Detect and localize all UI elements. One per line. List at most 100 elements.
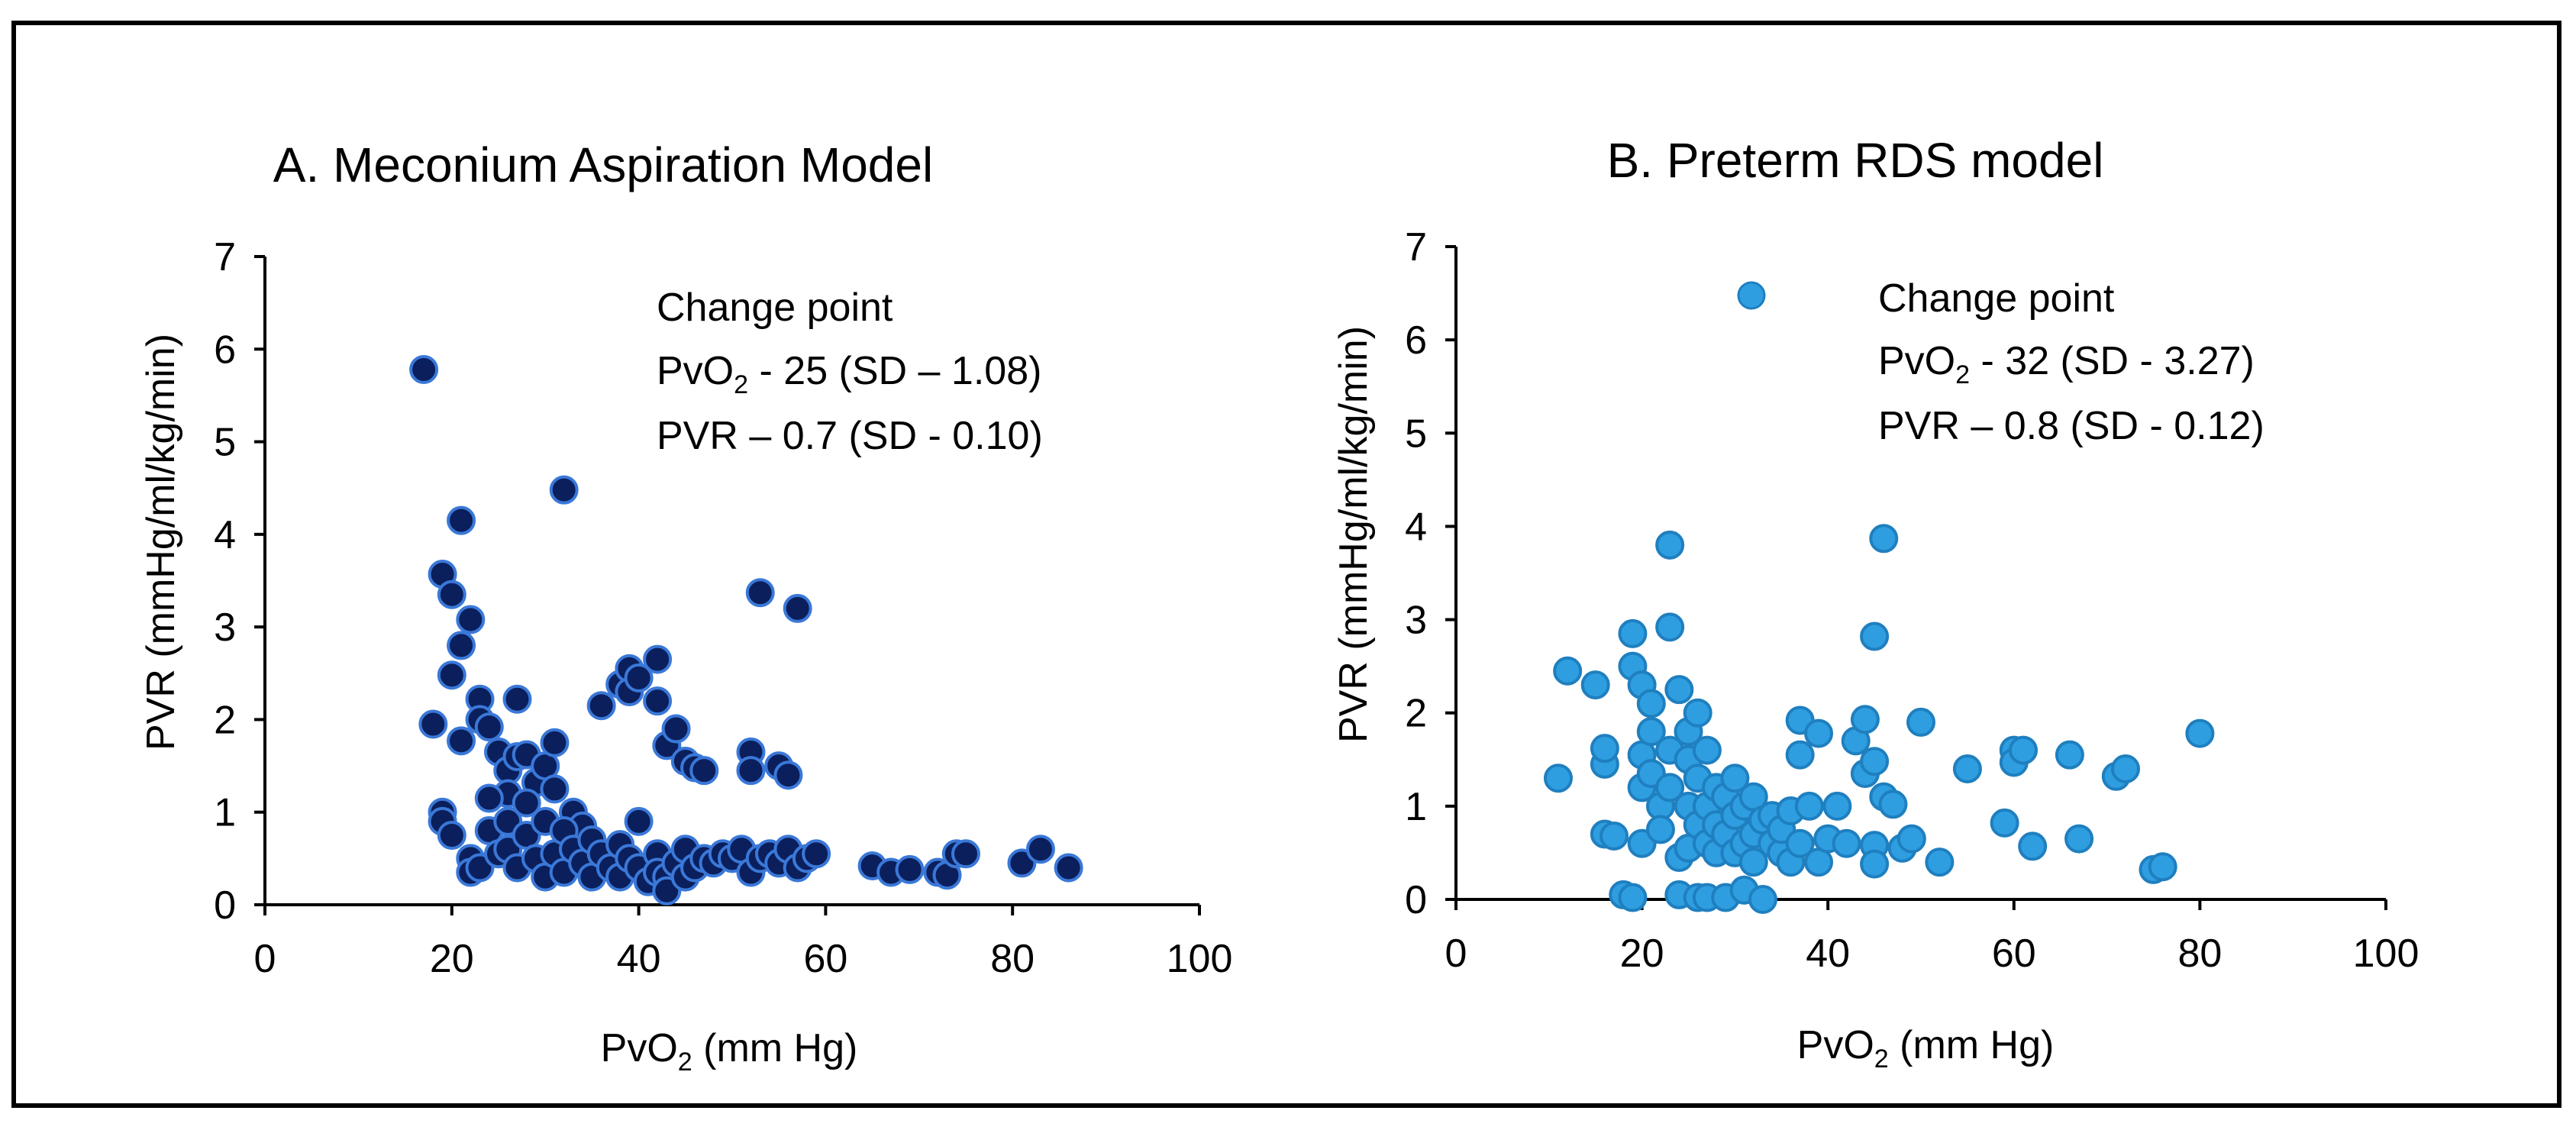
panel-a-annotation-pvo: PvO (657, 349, 734, 393)
panel-b-data-point (2148, 852, 2177, 882)
panel-b-x-label-sub: 2 (1874, 1044, 1889, 1074)
panel-a-data-point (661, 714, 691, 744)
panel-b-annotation-sub: 2 (1955, 360, 1970, 389)
panel-a-y-tick-label: 7 (214, 235, 236, 279)
panel-a-y-tick-label: 0 (214, 883, 236, 928)
panel-b-y-tick-label: 6 (1405, 318, 1427, 363)
panel-b-x-tick-label: 40 (1806, 931, 1850, 976)
panel-b-data-point (1636, 689, 1666, 718)
panel-a-data-point (540, 774, 570, 804)
panel-a-data-point (437, 821, 466, 851)
panel-b-data-point (1990, 808, 2019, 838)
panel-a-data-point (409, 354, 439, 384)
panel-a-data-point (895, 854, 925, 884)
panel-b-x-tick-label: 100 (2353, 931, 2419, 976)
panel-a-annotation-value: - 25 (SD – 1.08) (748, 349, 1041, 393)
panel-b-data-point (1878, 789, 1908, 819)
panel-b-data-point (1692, 735, 1722, 765)
panel-a-data-point (447, 631, 476, 660)
panel-b-data-point (1869, 524, 1899, 554)
panel-a-x-tick-label: 40 (617, 937, 661, 981)
panel-a-x-label-sub: 2 (678, 1048, 692, 1077)
panel-a-data-point (437, 660, 466, 690)
panel-b-data-point (1655, 612, 1685, 642)
panel-a-data-point (773, 760, 803, 790)
panel-b-legend-marker (1737, 281, 1766, 310)
panel-b-plot: 0 20 40 60 80 100 0 1 2 3 4 5 6 7 (1405, 225, 2419, 976)
panel-a-y-label: PVR (mmHg/ml/kg/min) (139, 334, 183, 751)
panel-a-data-point (447, 726, 476, 756)
panel-b-data-point (1860, 849, 1890, 879)
panel-b-annotation: Change point PvO2 - 32 (SD - 3.27) PVR –… (1737, 276, 2264, 448)
panel-b-y-tick-label: 0 (1405, 878, 1427, 922)
panel-b-data-point (1822, 791, 1852, 821)
panel-b-x-label-rest: (mm Hg) (1889, 1023, 2055, 1067)
panel-a-data-point (745, 578, 775, 608)
panel-b-x-label-main: PvO (1797, 1023, 1874, 1067)
panel-a-data-point (624, 663, 654, 693)
panel-b-data-point (1896, 824, 1926, 854)
panel-b-data-point (2064, 824, 2094, 854)
panel-a-x-tick-label: 60 (803, 937, 847, 981)
panel-a-x-tick-label: 0 (254, 937, 276, 981)
panel-a-x-label: PvO2 (mm Hg) (601, 1026, 858, 1077)
panel-b-y-tick-label: 5 (1405, 412, 1427, 456)
panel-b-data-point (2185, 718, 2215, 748)
panel-b-data-point (1860, 747, 1890, 776)
panel-a-data-point (418, 709, 448, 739)
panel-a-x-tick-label: 20 (430, 937, 474, 981)
panel-b-data-point (1543, 764, 1573, 793)
panel-a-data-point (951, 839, 980, 869)
panel-a-annotation-line1: Change point (657, 286, 893, 330)
panel-b-data-point (1655, 530, 1685, 560)
panel-a-meconium: A. Meconium Aspiration Model Change poin… (139, 137, 1232, 1077)
panel-a-plot: 0 20 40 60 80 100 0 1 2 3 4 5 6 7 (214, 235, 1232, 981)
panel-b-title: B. Preterm RDS model (1607, 133, 2104, 188)
panel-b-data-point (1906, 707, 1935, 737)
panel-b-data-point (1850, 705, 1880, 734)
panel-b-data-point (1580, 670, 1610, 700)
panel-b-y-tick-label: 4 (1405, 505, 1427, 549)
panel-b-annotation-pvo: PvO (1878, 339, 1955, 383)
panel-a-y-tick-label: 6 (214, 328, 236, 372)
panel-b-data-point (1553, 656, 1583, 686)
panel-b-data-point (1636, 717, 1666, 747)
panel-a-title: A. Meconium Aspiration Model (273, 137, 933, 192)
panel-a-data-point (447, 505, 476, 535)
panel-a-x-label-main: PvO (601, 1026, 678, 1070)
panel-b-data-point (1645, 815, 1675, 844)
panel-b-data-point (1748, 885, 1777, 914)
panel-a-x-label-rest: (mm Hg) (692, 1026, 858, 1070)
panel-b-data-point (1860, 622, 1890, 651)
panel-a-data-point (624, 806, 654, 836)
panel-a-data-point (456, 605, 486, 634)
panel-b-y-tick-label: 2 (1405, 692, 1427, 736)
panel-a-data-point (1025, 835, 1055, 864)
panel-a-data-point (643, 644, 673, 674)
panel-a-annotation: Change point PvO2 - 25 (SD – 1.08) PVR –… (657, 286, 1043, 458)
panel-b-data-point (1925, 848, 1955, 877)
panel-a-data-point (1054, 853, 1083, 883)
panel-b-annotation-line1: Change point (1878, 276, 2115, 321)
panel-b-data-point (1600, 821, 1629, 851)
panel-a-data-point (502, 684, 532, 714)
panel-b-data-point (1832, 828, 1861, 858)
panel-a-y-tick-label: 1 (214, 791, 236, 835)
panel-b-data-point (1738, 848, 1768, 877)
panel-a-data-point (540, 728, 570, 757)
panel-b-data-point (1664, 675, 1694, 705)
panel-b-data-point (2008, 735, 2038, 765)
panel-b-annotation-line3: PVR – 0.8 (SD - 0.12) (1878, 404, 2264, 448)
panel-a-data-point (736, 756, 766, 786)
panel-b-data-point (1794, 791, 1824, 821)
panel-b-y-label: PVR (mmHg/ml/kg/min) (1332, 326, 1376, 743)
panel-b-data-point (1720, 764, 1750, 793)
panel-b-data-point (1683, 698, 1712, 728)
panel-a-y-tick-label: 2 (214, 698, 236, 742)
panel-a-data-point (437, 580, 466, 609)
panel-b-data-point (2018, 831, 2048, 861)
panel-b-annotation-value: - 32 (SD - 3.27) (1970, 339, 2255, 383)
panel-b-y-tick-label: 7 (1405, 225, 1427, 270)
panel-a-y-tick-label: 5 (214, 421, 236, 465)
